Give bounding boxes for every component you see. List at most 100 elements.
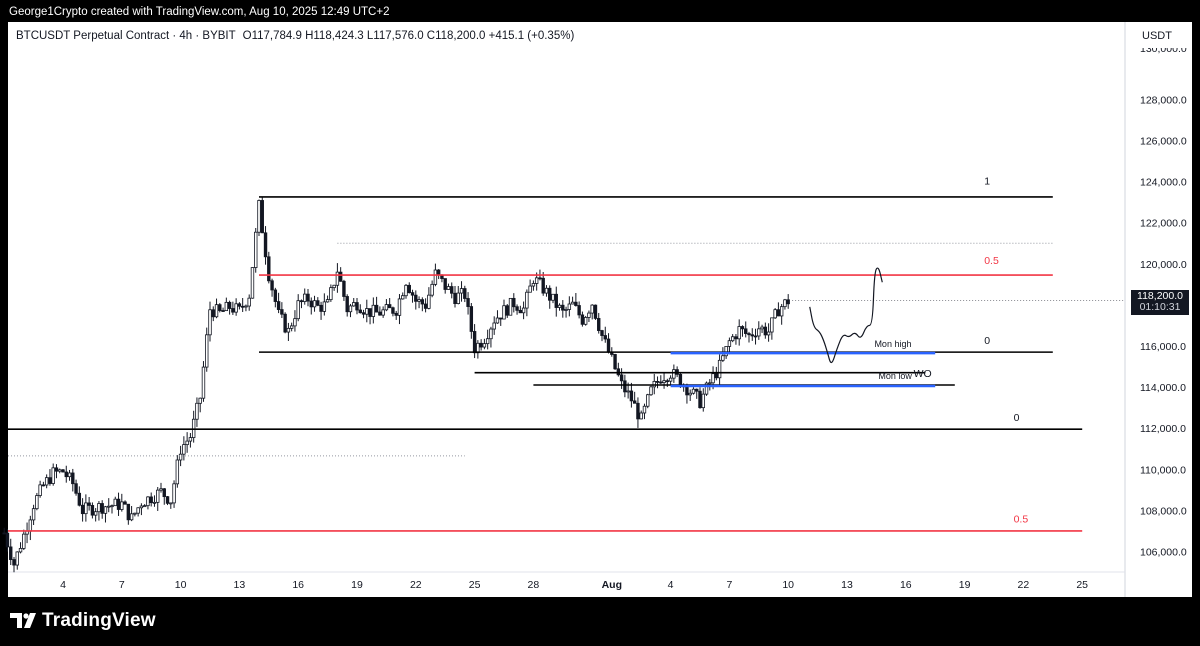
candle-up bbox=[142, 505, 147, 508]
candle-up bbox=[110, 505, 114, 508]
candle-up bbox=[502, 305, 506, 320]
candle-up bbox=[254, 231, 258, 268]
y-tick-label: 122,000.0 bbox=[1140, 218, 1187, 230]
candle-up bbox=[289, 325, 294, 329]
candle-up bbox=[381, 309, 385, 316]
candle-up bbox=[38, 484, 42, 496]
x-tick-label: 7 bbox=[119, 579, 125, 591]
candle-down bbox=[306, 293, 310, 302]
candle-down bbox=[580, 314, 585, 325]
candle-up bbox=[668, 377, 673, 382]
candle-up bbox=[156, 489, 160, 503]
candle-up bbox=[22, 533, 26, 549]
candle-down bbox=[361, 312, 366, 315]
bar-countdown: 01:10:31 bbox=[1139, 301, 1181, 313]
candle-down bbox=[162, 488, 166, 498]
x-tick-label: 16 bbox=[292, 579, 304, 591]
candle-down bbox=[407, 284, 411, 294]
candle-up bbox=[482, 343, 487, 348]
candle-down bbox=[368, 308, 372, 317]
candle-down bbox=[149, 496, 153, 504]
candle-up bbox=[103, 506, 108, 514]
candle-up bbox=[31, 508, 36, 521]
candle-down bbox=[548, 287, 552, 301]
candle-up bbox=[312, 300, 317, 308]
tradingview-logo[interactable]: TradingView bbox=[10, 610, 156, 632]
candle-up bbox=[737, 326, 741, 340]
candle-up bbox=[224, 301, 229, 312]
annotation-label: 0.5 bbox=[984, 255, 999, 267]
annotation-label: 0.5 bbox=[1014, 514, 1029, 526]
candle-up bbox=[250, 267, 255, 299]
candle-up bbox=[84, 502, 88, 515]
candle-up bbox=[286, 327, 291, 333]
candle-down bbox=[714, 373, 719, 379]
candle-down bbox=[126, 503, 131, 521]
candle-up bbox=[528, 285, 532, 293]
candle-down bbox=[80, 504, 85, 515]
candle-down bbox=[61, 469, 65, 473]
x-tick-label: 16 bbox=[900, 579, 912, 591]
candle-up bbox=[766, 331, 771, 336]
candle-up bbox=[352, 302, 356, 307]
candle-down bbox=[577, 305, 581, 316]
candle-down bbox=[358, 309, 362, 314]
candle-up bbox=[642, 405, 647, 414]
candle-down bbox=[479, 342, 483, 348]
candle-up bbox=[446, 286, 451, 290]
candle-up bbox=[401, 295, 405, 300]
top-bar: George1Crypto created with TradingView.c… bbox=[0, 0, 1200, 22]
candle-down bbox=[74, 483, 78, 494]
candle-up bbox=[214, 304, 219, 318]
candle-down bbox=[505, 305, 509, 316]
candle-up bbox=[544, 287, 549, 294]
candle-up bbox=[688, 392, 692, 396]
ohlc-values: O117,784.9 H118,424.3 L117,576.0 C118,20… bbox=[242, 30, 575, 42]
candle-down bbox=[355, 302, 359, 311]
candle-up bbox=[175, 459, 180, 485]
candle-up bbox=[371, 304, 376, 317]
candle-down bbox=[240, 305, 245, 308]
candle-down bbox=[515, 306, 519, 311]
currency-label[interactable]: USDT bbox=[1142, 30, 1172, 42]
candle-up bbox=[691, 388, 696, 394]
candle-down bbox=[100, 503, 104, 514]
candle-up bbox=[120, 501, 124, 510]
y-tick-label: 106,000.0 bbox=[1140, 546, 1187, 558]
candle-up bbox=[495, 317, 500, 324]
candle-up bbox=[701, 393, 705, 409]
candle-down bbox=[499, 317, 503, 320]
candle-up bbox=[93, 511, 98, 516]
candle-up bbox=[534, 277, 539, 284]
candle-down bbox=[750, 334, 754, 337]
x-tick-label: 28 bbox=[528, 579, 540, 591]
candle-down bbox=[41, 484, 46, 487]
candle-up bbox=[492, 322, 496, 330]
candle-down bbox=[512, 297, 516, 308]
candle-up bbox=[152, 501, 157, 504]
candle-down bbox=[695, 388, 699, 392]
symbol-info[interactable]: BTCUSDT Perpetual Contract · 4h · BYBIT bbox=[16, 30, 236, 42]
candle-up bbox=[35, 495, 39, 510]
candle-down bbox=[443, 278, 447, 290]
candle-up bbox=[234, 303, 238, 313]
candle-down bbox=[734, 336, 738, 340]
candle-up bbox=[205, 334, 209, 368]
candle-up bbox=[508, 297, 513, 316]
candle-up bbox=[567, 303, 572, 310]
candle-down bbox=[77, 492, 82, 506]
candle-up bbox=[244, 305, 248, 308]
candle-up bbox=[564, 309, 568, 311]
candle-up bbox=[417, 299, 421, 302]
candle-up bbox=[583, 317, 588, 325]
candle-up bbox=[525, 291, 529, 309]
candle-down bbox=[276, 301, 281, 310]
annotation-label: Mon low bbox=[878, 371, 912, 381]
candle-up bbox=[322, 301, 327, 312]
candle-up bbox=[169, 502, 173, 505]
candle-down bbox=[518, 309, 523, 314]
candle-up bbox=[303, 293, 307, 302]
candle-up bbox=[208, 309, 212, 336]
candle-up bbox=[397, 298, 402, 316]
